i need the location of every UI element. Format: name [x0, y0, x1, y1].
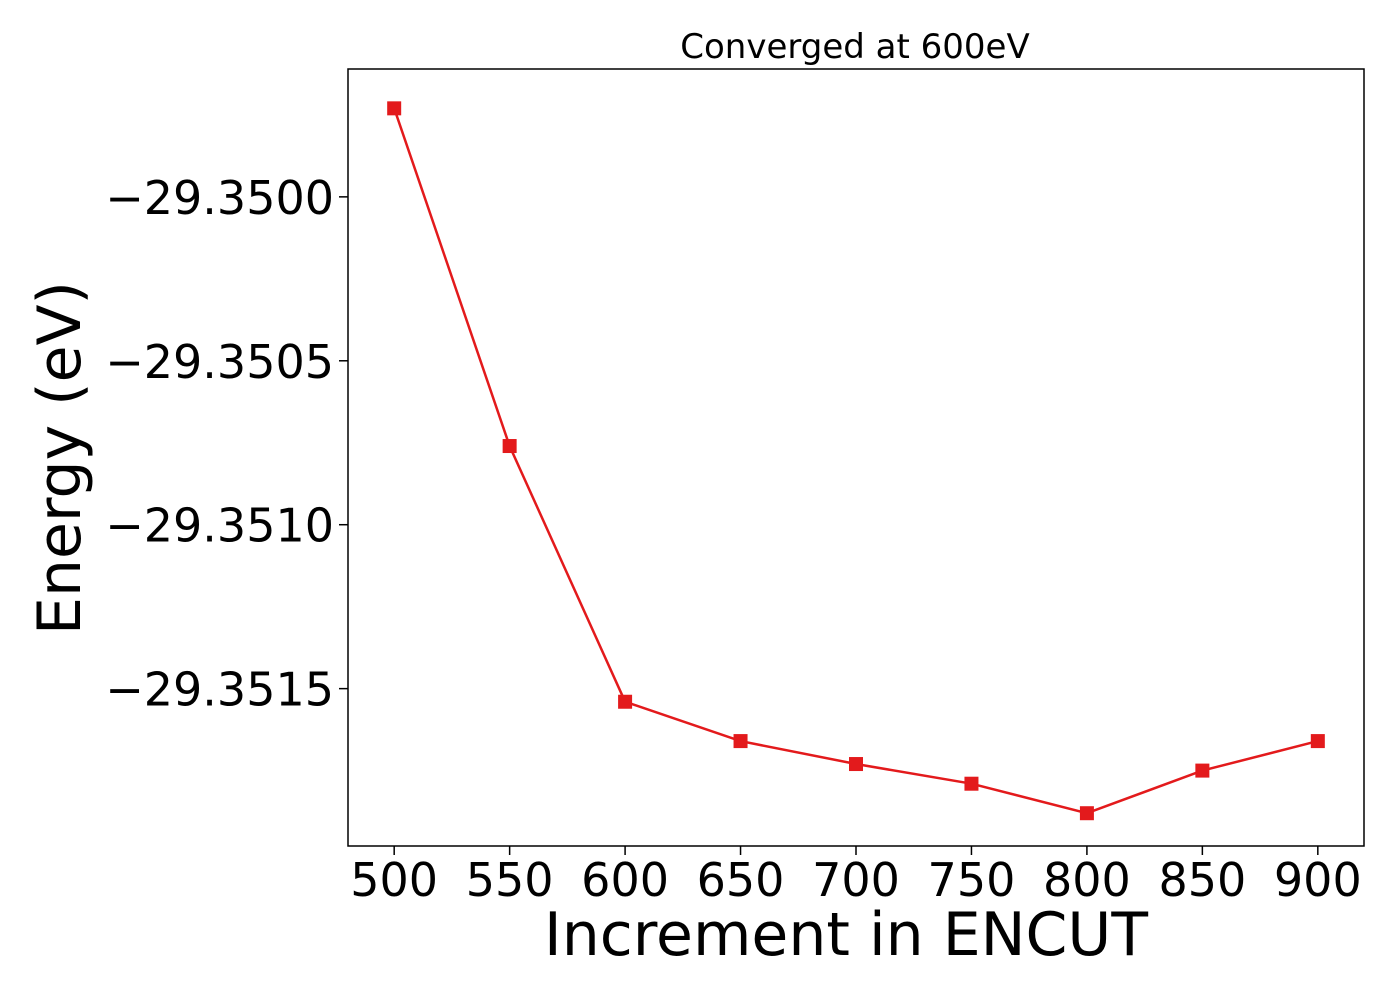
data-point	[964, 776, 979, 791]
x-tick-label: 650	[697, 853, 785, 907]
x-tick-label: 600	[581, 853, 669, 907]
data-point	[1079, 806, 1094, 821]
y-tick-label: −29.3510	[105, 499, 334, 553]
series-line	[393, 107, 1319, 815]
data-point	[849, 757, 863, 772]
data-point	[618, 694, 633, 709]
x-tick-label: 800	[1043, 853, 1131, 907]
y-tick-label: −29.3505	[105, 335, 334, 389]
x-tick-label: 700	[812, 853, 900, 907]
x-axis-ticks: 500 550 600 650 700 750 800 850 900	[350, 846, 1362, 907]
data-point	[387, 101, 402, 116]
y-tick-label: −29.3500	[105, 171, 334, 225]
series-layer	[387, 101, 1325, 821]
data-point	[502, 439, 517, 454]
plot-frame	[347, 68, 1365, 847]
chart-title: Converged at 600eV	[680, 27, 1029, 67]
x-axis-label: Increment in ENCUT	[544, 900, 1148, 970]
x-tick-label: 550	[466, 853, 554, 907]
data-point	[1310, 734, 1325, 749]
x-tick-label: 900	[1274, 853, 1362, 907]
x-tick-label: 500	[350, 853, 438, 907]
data-point	[1195, 763, 1210, 778]
x-tick-label: 850	[1158, 853, 1246, 907]
y-axis-label: Energy (eV)	[25, 281, 95, 635]
y-tick-label: −29.3515	[105, 663, 334, 717]
x-tick-label: 750	[928, 853, 1016, 907]
data-point	[733, 734, 748, 749]
y-axis-ticks: −29.3500 −29.3505 −29.3510 −29.3515	[105, 171, 348, 717]
